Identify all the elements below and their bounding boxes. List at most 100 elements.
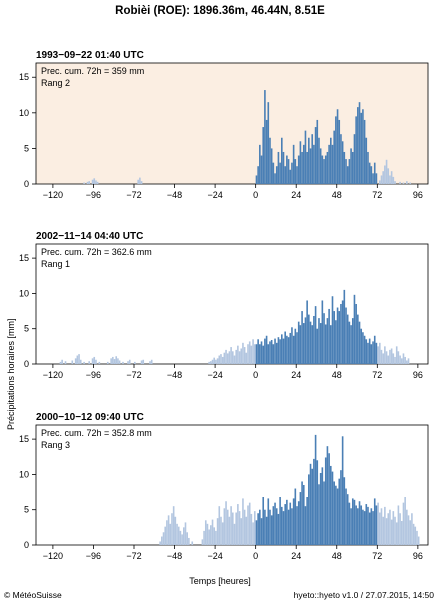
- x-tick-label: 24: [291, 370, 301, 380]
- bar-within-72h: [282, 151, 285, 184]
- rank-label: Rang 3: [41, 440, 70, 450]
- bar-within-72h: [299, 492, 302, 545]
- bar-within-72h: [279, 497, 281, 545]
- bar-outside-72h: [400, 358, 403, 364]
- bar-outside-72h: [98, 361, 101, 364]
- bar-outside-72h: [150, 359, 153, 364]
- bar-within-72h: [357, 508, 359, 545]
- bar-within-72h: [370, 344, 373, 364]
- x-tick-label: 96: [413, 370, 423, 380]
- bar-within-72h: [373, 335, 376, 364]
- bar-outside-72h: [142, 359, 145, 364]
- bar-outside-72h: [166, 520, 168, 545]
- bar-within-72h: [335, 116, 337, 184]
- rank-label: Rang 1: [41, 259, 70, 269]
- bar-within-72h: [358, 102, 361, 184]
- bar-outside-72h: [379, 512, 381, 545]
- bar-outside-72h: [392, 511, 395, 545]
- bar-within-72h: [367, 342, 369, 364]
- bar-within-72h: [308, 474, 310, 545]
- bar-outside-72h: [93, 178, 96, 184]
- bar-within-72h: [292, 335, 295, 364]
- bar-within-72h: [301, 481, 303, 545]
- bar-outside-72h: [228, 516, 231, 545]
- bar-within-72h: [319, 473, 322, 545]
- y-axis-label: Précipitations horaires [mm]: [6, 318, 16, 430]
- bar-within-72h: [346, 494, 349, 545]
- x-tick-label: 0: [253, 551, 258, 561]
- bar-outside-72h: [64, 361, 67, 364]
- bar-outside-72h: [215, 530, 217, 545]
- bar-within-72h: [375, 173, 378, 184]
- bar-within-72h: [260, 155, 263, 184]
- bar-within-72h: [367, 506, 369, 545]
- bar-outside-72h: [252, 339, 254, 364]
- y-tick-label: 5: [24, 324, 29, 334]
- bar-outside-72h: [397, 351, 400, 364]
- bar-outside-72h: [407, 358, 410, 364]
- bar-within-72h: [372, 341, 374, 364]
- bar-within-72h: [301, 151, 303, 184]
- bar-outside-72h: [230, 347, 232, 364]
- bar-outside-72h: [242, 498, 244, 545]
- x-tick-label: 24: [291, 551, 301, 561]
- bar-within-72h: [323, 481, 325, 545]
- bar-outside-72h: [83, 182, 85, 184]
- bar-outside-72h: [223, 508, 226, 545]
- bar-outside-72h: [220, 516, 222, 545]
- copyright-text: © MétéoSuisse: [4, 590, 62, 600]
- x-tick-label: 96: [413, 190, 423, 200]
- x-tick-label: −120: [43, 551, 63, 561]
- bar-within-72h: [255, 520, 258, 545]
- bar-outside-72h: [400, 521, 403, 545]
- bar-within-72h: [272, 344, 275, 364]
- bar-within-72h: [289, 502, 292, 545]
- bar-within-72h: [287, 159, 290, 184]
- bar-within-72h: [362, 509, 364, 545]
- bar-outside-72h: [237, 504, 239, 545]
- bar-within-72h: [355, 304, 357, 364]
- y-tick-label: 5: [24, 505, 29, 515]
- y-tick-label: 15: [19, 72, 29, 82]
- bar-within-72h: [304, 130, 307, 184]
- bar-within-72h: [287, 509, 290, 545]
- y-tick-label: 0: [24, 179, 29, 189]
- bar-outside-72h: [118, 360, 121, 364]
- x-tick-label: 48: [332, 190, 342, 200]
- panel-title: 1993−09−22 01:40 UTC: [36, 50, 144, 61]
- bar-outside-72h: [179, 530, 182, 545]
- bar-outside-72h: [91, 358, 94, 364]
- bar-outside-72h: [409, 520, 412, 545]
- chart-panel-1: 1993−09−22 01:40 UTC Prec. cum. 72h = 359…: [19, 50, 429, 200]
- bar-outside-72h: [206, 523, 209, 545]
- x-tick-label: −72: [126, 190, 141, 200]
- bar-within-72h: [269, 509, 271, 545]
- bar-within-72h: [260, 341, 263, 364]
- bar-within-72h: [323, 313, 325, 364]
- bar-within-72h: [326, 318, 329, 364]
- bar-within-72h: [330, 465, 332, 545]
- bar-outside-72h: [394, 181, 396, 184]
- bar-outside-72h: [395, 346, 398, 364]
- bar-within-72h: [284, 166, 286, 184]
- bar-within-72h: [257, 166, 259, 184]
- bar-outside-72h: [233, 355, 236, 364]
- bar-within-72h: [282, 338, 285, 364]
- bar-within-72h: [277, 151, 280, 184]
- x-tick-label: 48: [332, 370, 342, 380]
- bar-within-72h: [296, 166, 298, 184]
- bar-within-72h: [341, 300, 344, 364]
- y-tick-label: 10: [19, 469, 29, 479]
- bar-within-72h: [343, 477, 346, 545]
- bar-within-72h: [375, 342, 378, 364]
- bar-within-72h: [336, 307, 339, 364]
- bar-within-72h: [279, 162, 281, 184]
- bar-within-72h: [360, 112, 363, 184]
- bar-within-72h: [301, 311, 303, 364]
- bar-outside-72h: [412, 523, 415, 545]
- bar-within-72h: [335, 320, 337, 364]
- x-axis-label: Temps [heures]: [189, 576, 251, 586]
- bar-within-72h: [362, 332, 364, 364]
- bar-within-72h: [341, 436, 344, 545]
- bar-within-72h: [346, 166, 349, 184]
